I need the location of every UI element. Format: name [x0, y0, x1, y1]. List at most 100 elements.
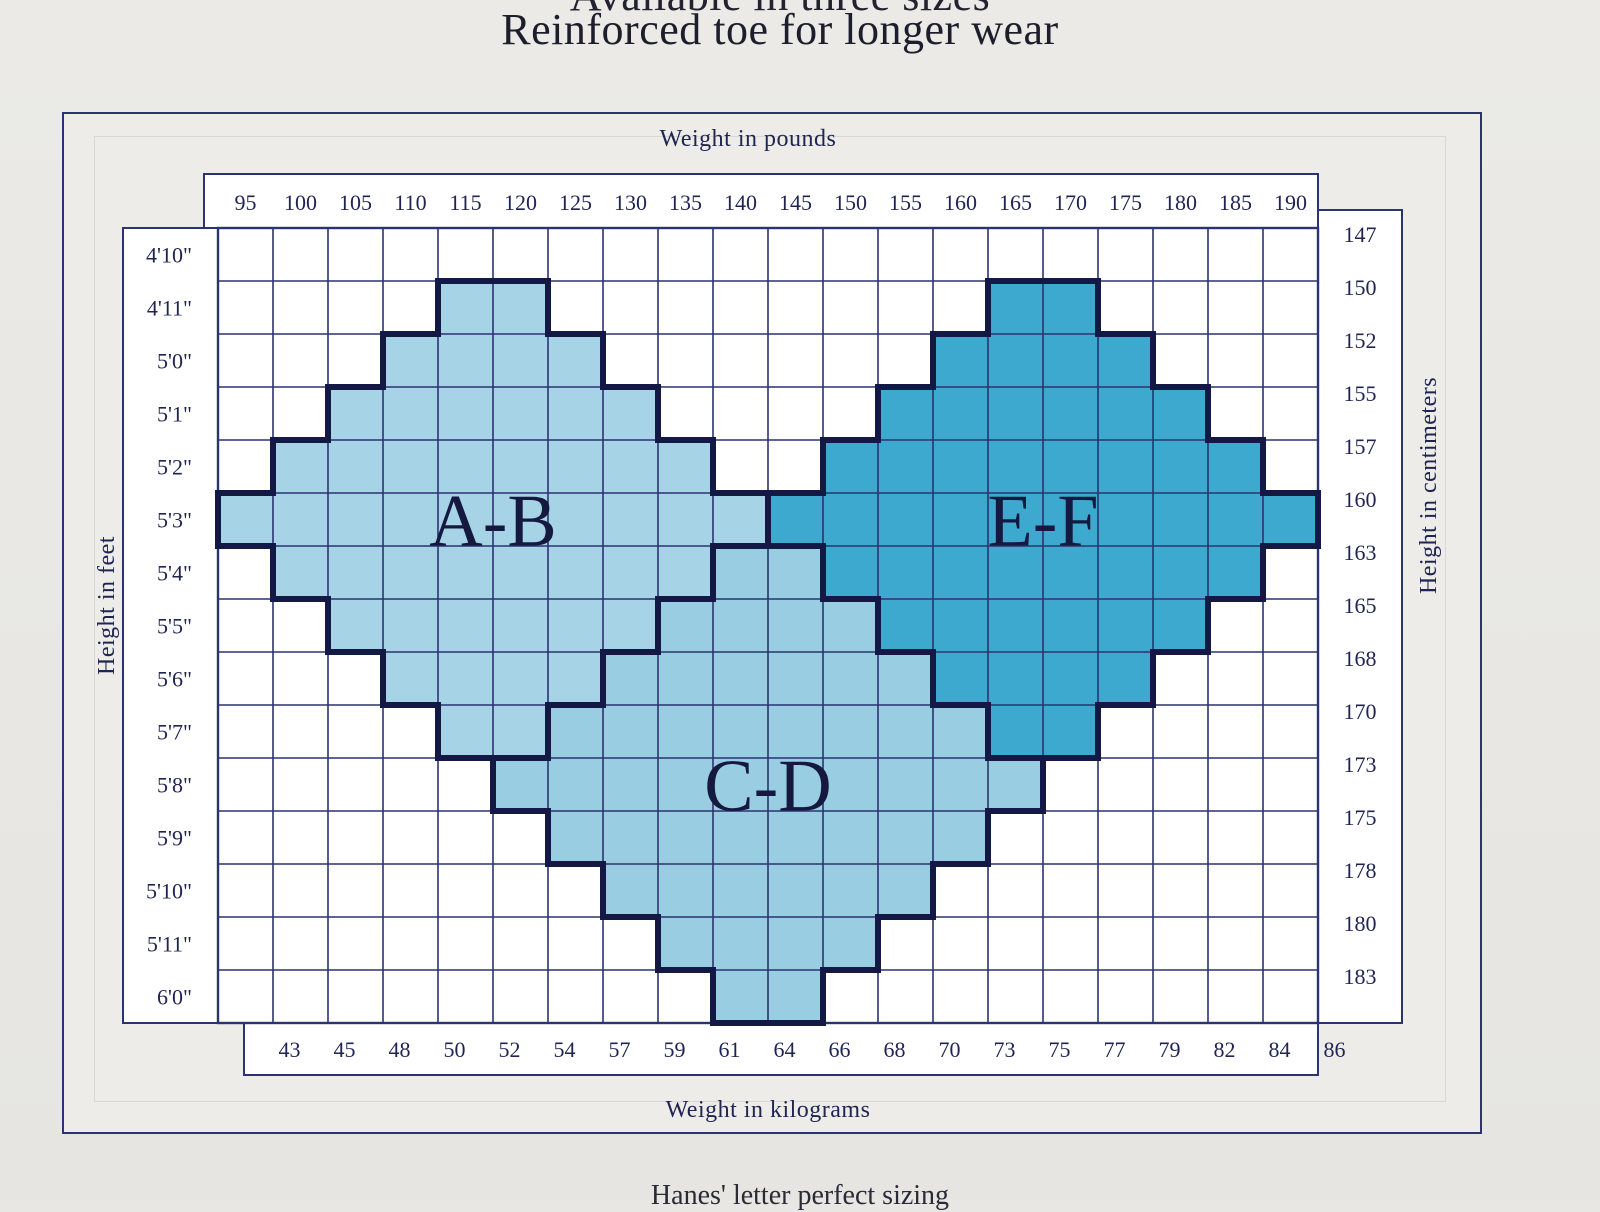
y-tick-centimeters: 168: [1344, 646, 1377, 671]
x-tick-kilograms: 86: [1324, 1037, 1346, 1062]
x-tick-kilograms: 82: [1214, 1037, 1236, 1062]
y-tick-feet: 5'6": [157, 667, 192, 692]
zone-cell: [988, 705, 1043, 758]
x-tick-pounds: 100: [284, 190, 317, 215]
zone-cell: [603, 652, 658, 705]
y-axis-title-feet: Height in feet: [94, 536, 120, 675]
headline-partial: Available in three sizes: [0, 0, 1560, 21]
zone-cell: [603, 387, 658, 440]
x-tick-pounds: 145: [779, 190, 812, 215]
x-tick-kilograms: 52: [499, 1037, 521, 1062]
zone-cell: [1208, 546, 1263, 599]
x-tick-pounds: 180: [1164, 190, 1197, 215]
zone-cell: [713, 864, 768, 917]
zone-cell: [1153, 493, 1208, 546]
zone-cell: [328, 599, 383, 652]
zone-cell: [493, 599, 548, 652]
x-tick-pounds: 135: [669, 190, 702, 215]
x-tick-kilograms: 59: [664, 1037, 686, 1062]
zone-cell: [603, 811, 658, 864]
x-tick-pounds: 125: [559, 190, 592, 215]
zone-cell: [1153, 440, 1208, 493]
zone-cell: [988, 493, 1043, 546]
zone-cell: [988, 281, 1043, 334]
zone-cell: [713, 705, 768, 758]
y-tick-centimeters: 165: [1344, 593, 1377, 618]
zone-cell: [1043, 546, 1098, 599]
y-tick-centimeters: 178: [1344, 858, 1377, 883]
zone-outline-e-f: [765, 278, 1321, 761]
zone-cell: [493, 705, 548, 758]
zone-cell: [1043, 493, 1098, 546]
zone-outlines: [215, 278, 1321, 1026]
zone-cell: [878, 811, 933, 864]
zone-cell: [328, 493, 383, 546]
zone-cell: [1208, 493, 1263, 546]
zone-cell: [823, 599, 878, 652]
zone-cell: [658, 705, 713, 758]
zone-cell: [1098, 387, 1153, 440]
zone-cell: [658, 652, 713, 705]
zone-cell: [1098, 493, 1153, 546]
zone-cell: [768, 493, 823, 546]
zone-cell: [328, 387, 383, 440]
zone-cell: [383, 387, 438, 440]
x-tick-pounds: 140: [724, 190, 757, 215]
zone-cell: [988, 334, 1043, 387]
zone-cell: [548, 387, 603, 440]
zone-c-d: [493, 546, 1043, 1023]
zone-label-e-f: E-F: [988, 481, 1099, 563]
zone-cell: [933, 705, 988, 758]
zone-cell: [933, 334, 988, 387]
zone-cell: [548, 705, 603, 758]
zone-cell: [933, 599, 988, 652]
zone-cell: [658, 599, 713, 652]
zone-cell: [548, 493, 603, 546]
zone-cell: [658, 811, 713, 864]
zone-cell: [603, 493, 658, 546]
zone-cell: [493, 546, 548, 599]
zone-cell: [273, 493, 328, 546]
x-tick-kilograms: 54: [554, 1037, 576, 1062]
zone-cell: [878, 864, 933, 917]
zone-cell: [658, 493, 713, 546]
zone-cell: [603, 705, 658, 758]
zone-cell: [438, 599, 493, 652]
zone-cell: [493, 493, 548, 546]
x-tick-kilograms: 64: [774, 1037, 796, 1062]
x-tick-pounds: 150: [834, 190, 867, 215]
y-tick-centimeters: 150: [1344, 275, 1377, 300]
zone-cell: [823, 811, 878, 864]
y-tick-centimeters: 160: [1344, 487, 1377, 512]
zone-cell: [823, 440, 878, 493]
zone-cell: [988, 652, 1043, 705]
x-tick-pounds: 185: [1219, 190, 1252, 215]
zone-cell: [438, 546, 493, 599]
y-tick-centimeters: 173: [1344, 752, 1377, 777]
x-tick-kilograms: 43: [279, 1037, 301, 1062]
y-tick-feet: 5'0": [157, 349, 192, 374]
zone-cell: [603, 599, 658, 652]
zone-cell: [1098, 546, 1153, 599]
x-axis-title-kilograms: Weight in kilograms: [666, 1097, 871, 1123]
zone-cell: [438, 440, 493, 493]
axis-panels: [122, 173, 1403, 1076]
zone-cell: [768, 546, 823, 599]
x-tick-kilograms: 79: [1159, 1037, 1181, 1062]
zone-cell: [328, 440, 383, 493]
x-tick-pounds: 165: [999, 190, 1032, 215]
zone-cell: [933, 652, 988, 705]
zone-cell: [493, 440, 548, 493]
tick-labels: 95 100 105 110 115 120 125 130 135 140 145 150 155 16…: [146, 190, 1376, 1062]
zone-cell: [713, 917, 768, 970]
zone-cell: [548, 758, 603, 811]
zone-cell: [438, 334, 493, 387]
y-tick-centimeters: 183: [1344, 964, 1377, 989]
y-tick-feet: 4'11": [147, 296, 192, 321]
zone-cell: [658, 917, 713, 970]
zone-cell: [988, 599, 1043, 652]
zone-cell: [1043, 334, 1098, 387]
zone-cell: [1043, 599, 1098, 652]
